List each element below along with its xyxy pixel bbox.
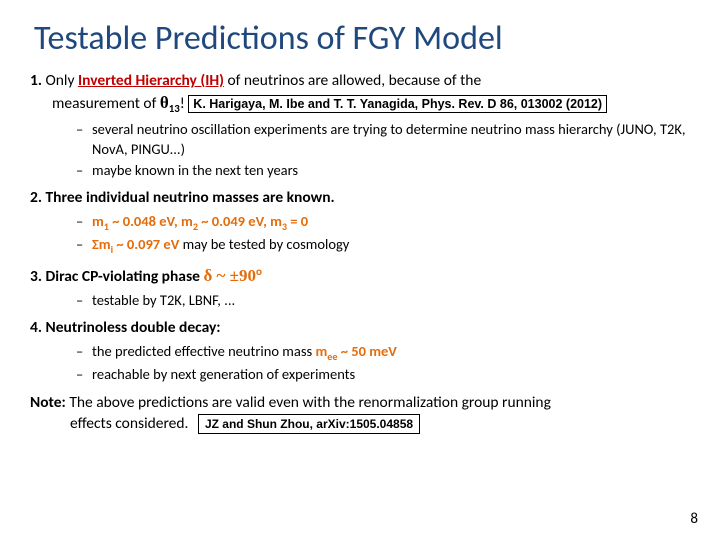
p3-sublist: – testable by T2K, LBNF, ... — [76, 290, 690, 310]
t: ee — [327, 350, 337, 363]
point-4: 4. Neutrinoless double decay: — [30, 318, 690, 339]
p2-sublist: – m1 ~ 0.048 eV, m2 ~ 0.049 eV, m3 = 0 –… — [76, 211, 690, 257]
t: mee ~ 50 meV — [315, 342, 396, 360]
dash-bullet: – — [76, 211, 92, 234]
ref-box-2: JZ and Shun Zhou, arXiv:1505.04858 — [198, 414, 420, 434]
p1-text-b: of neutrinos are allowed, because of the — [224, 71, 481, 90]
p4-sublist: – the predicted effective neutrino mass … — [76, 341, 690, 384]
ref-box-1: K. Harigaya, M. Ibe and T. T. Yanagida, … — [188, 95, 607, 113]
p1-sublist: – several neutrino oscillation experimen… — [76, 119, 690, 180]
t: Σm — [92, 235, 111, 253]
p2-sub1: – m1 ~ 0.048 eV, m2 ~ 0.049 eV, m3 = 0 — [76, 211, 308, 234]
p4-sub1: – the predicted effective neutrino mass … — [76, 341, 397, 364]
t: may be tested by cosmology — [179, 235, 349, 253]
t: ~ 0.049 eV, m — [198, 212, 282, 230]
t: m — [315, 342, 327, 360]
point-2: 2. Three individual neutrino masses are … — [30, 188, 690, 209]
p3-deg: o — [256, 265, 262, 278]
p1-text-a: Only — [46, 71, 78, 90]
point-1: 1. Only Inverted Hierarchy (IH) of neutr… — [30, 71, 690, 117]
p1-lead: 1. — [30, 71, 46, 90]
note-line2: effects considered. JZ and Shun Zhou, ar… — [70, 414, 690, 435]
t: the predicted effective neutrino mass — [92, 342, 315, 360]
p3-delta: δ ~ ±90 — [203, 266, 256, 285]
p1-highlight: Inverted Hierarchy (IH) — [78, 71, 224, 90]
t: = 0 — [287, 212, 308, 230]
note: Note: The above predictions are valid ev… — [30, 393, 690, 435]
t: ~ 0.097 eV — [113, 235, 179, 253]
p3-sub1-text: testable by T2K, LBNF, ... — [92, 290, 235, 310]
note-text-a: The above predictions are valid even wit… — [69, 393, 551, 412]
note-text-b: effects considered. — [70, 414, 188, 433]
p4-sub1-content: the predicted effective neutrino mass me… — [92, 341, 397, 364]
point-3: 3. Dirac CP-violating phase δ ~ ±90o — [30, 265, 690, 288]
t: ~ 0.048 eV, m — [109, 212, 193, 230]
t: m — [92, 212, 104, 230]
p1-excl: ! — [180, 94, 185, 113]
p1-line2: measurement of θ13! K. Harigaya, M. Ibe … — [52, 92, 690, 117]
p1-line2a: measurement of — [52, 94, 160, 113]
p2-sub2: – Σmi ~ 0.097 eV may be tested by cosmol… — [76, 234, 349, 257]
dash-bullet: – — [76, 234, 92, 257]
theta-sub: 13 — [169, 102, 180, 115]
p1-sub1-text: several neutrino oscillation experiments… — [92, 119, 690, 160]
dash-bullet: – — [76, 364, 92, 384]
body: 1. Only Inverted Hierarchy (IH) of neutr… — [30, 71, 690, 434]
slide: Testable Predictions of FGY Model 1. Onl… — [0, 0, 720, 540]
p2-sub2-content: Σmi ~ 0.097 eV may be tested by cosmolog… — [92, 234, 349, 257]
p1-sub2: – maybe known in the next ten years — [76, 160, 298, 180]
p2-sub1-content: m1 ~ 0.048 eV, m2 ~ 0.049 eV, m3 = 0 — [92, 211, 308, 234]
p4-sub2-text: reachable by next generation of experime… — [92, 364, 355, 384]
t: ~ 50 meV — [337, 342, 396, 360]
p4-sub2: – reachable by next generation of experi… — [76, 364, 355, 384]
note-lead: Note: — [30, 393, 69, 412]
p1-sub1: – several neutrino oscillation experimen… — [76, 119, 690, 160]
p1-sub2-text: maybe known in the next ten years — [92, 160, 298, 180]
dash-bullet: – — [76, 119, 92, 160]
t: Σmi ~ 0.097 eV — [92, 235, 179, 253]
p3-sub1: – testable by T2K, LBNF, ... — [76, 290, 235, 310]
p3-lead: 3. Dirac CP-violating phase — [30, 267, 203, 286]
page-number: 8 — [690, 510, 698, 528]
dash-bullet: – — [76, 290, 92, 310]
dash-bullet: – — [76, 341, 92, 364]
dash-bullet: – — [76, 160, 92, 180]
theta-symbol: θ — [160, 93, 169, 112]
slide-title: Testable Predictions of FGY Model — [34, 20, 690, 57]
